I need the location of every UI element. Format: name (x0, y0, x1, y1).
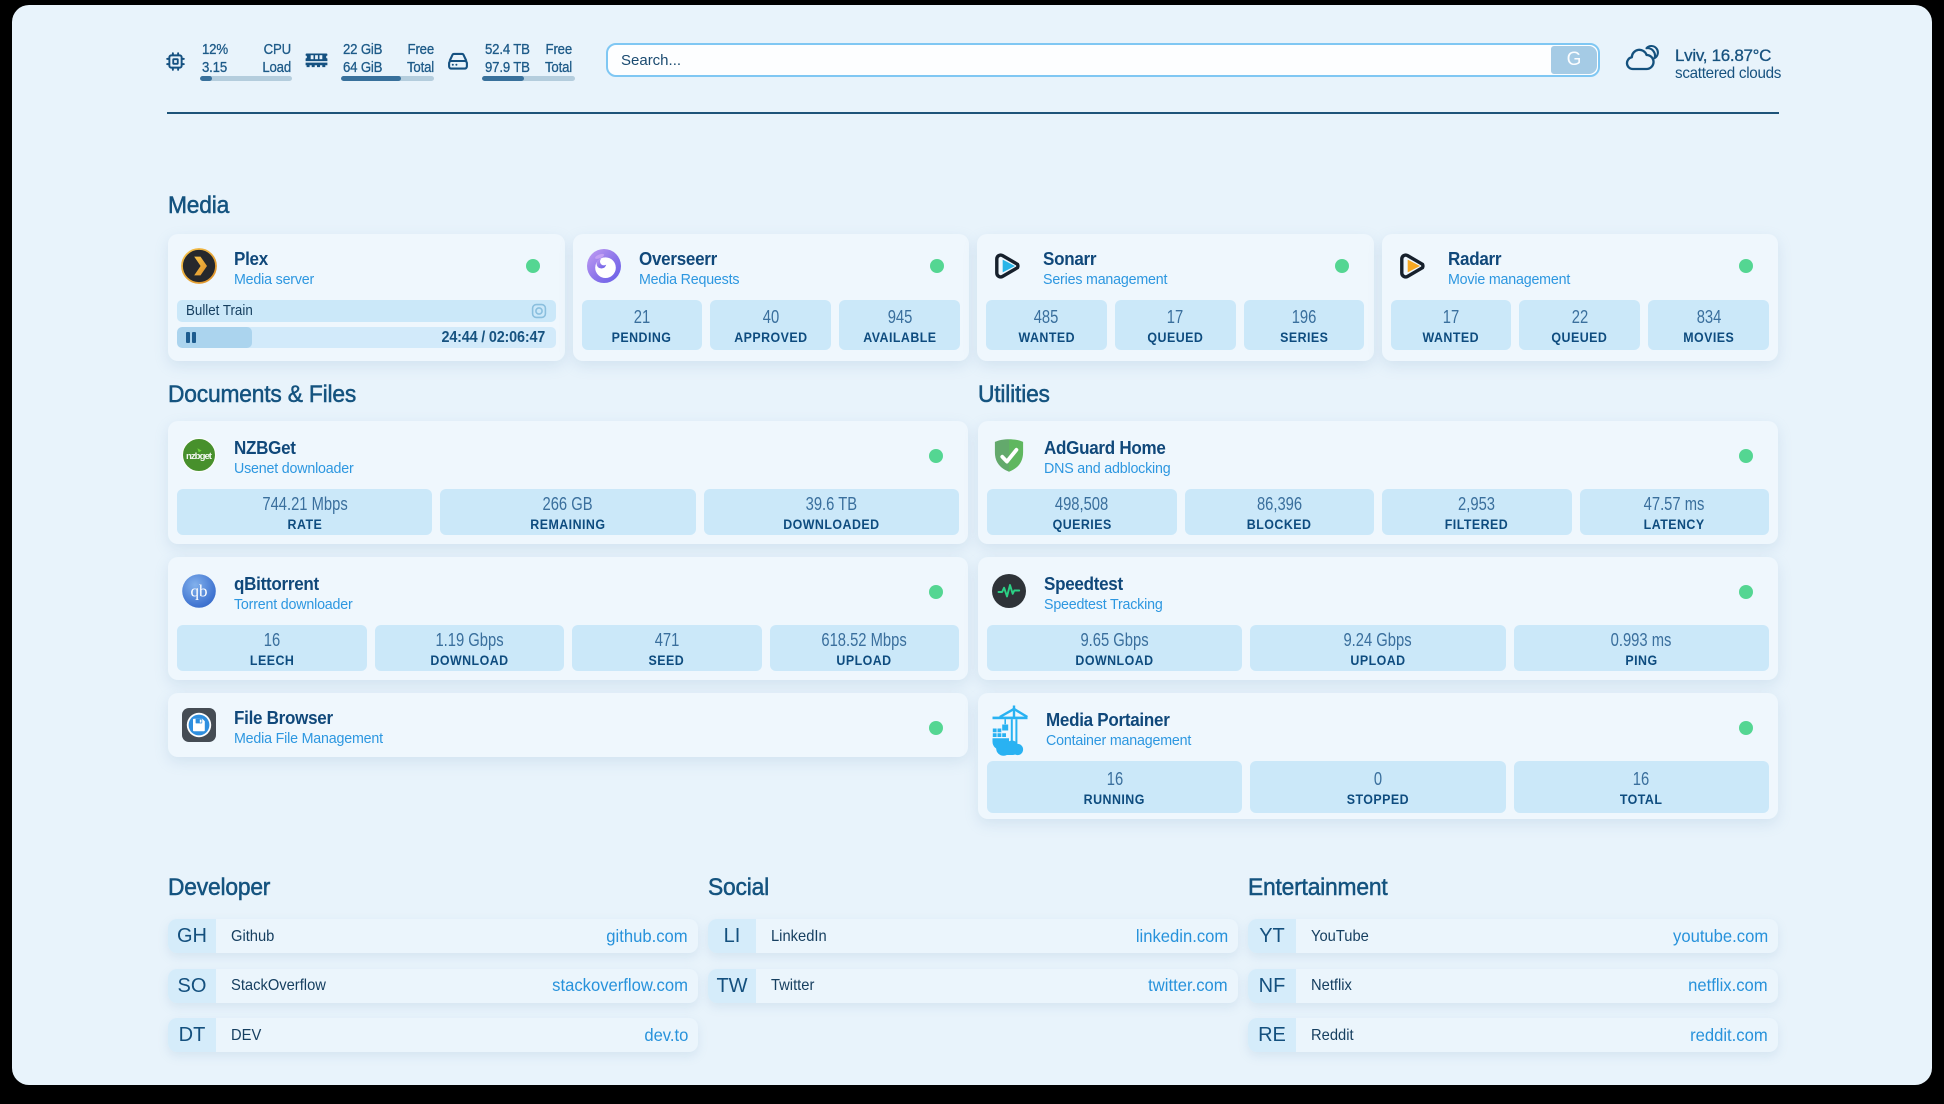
svg-text:nzbget: nzbget (186, 451, 213, 462)
svg-text:qb: qb (191, 582, 208, 601)
